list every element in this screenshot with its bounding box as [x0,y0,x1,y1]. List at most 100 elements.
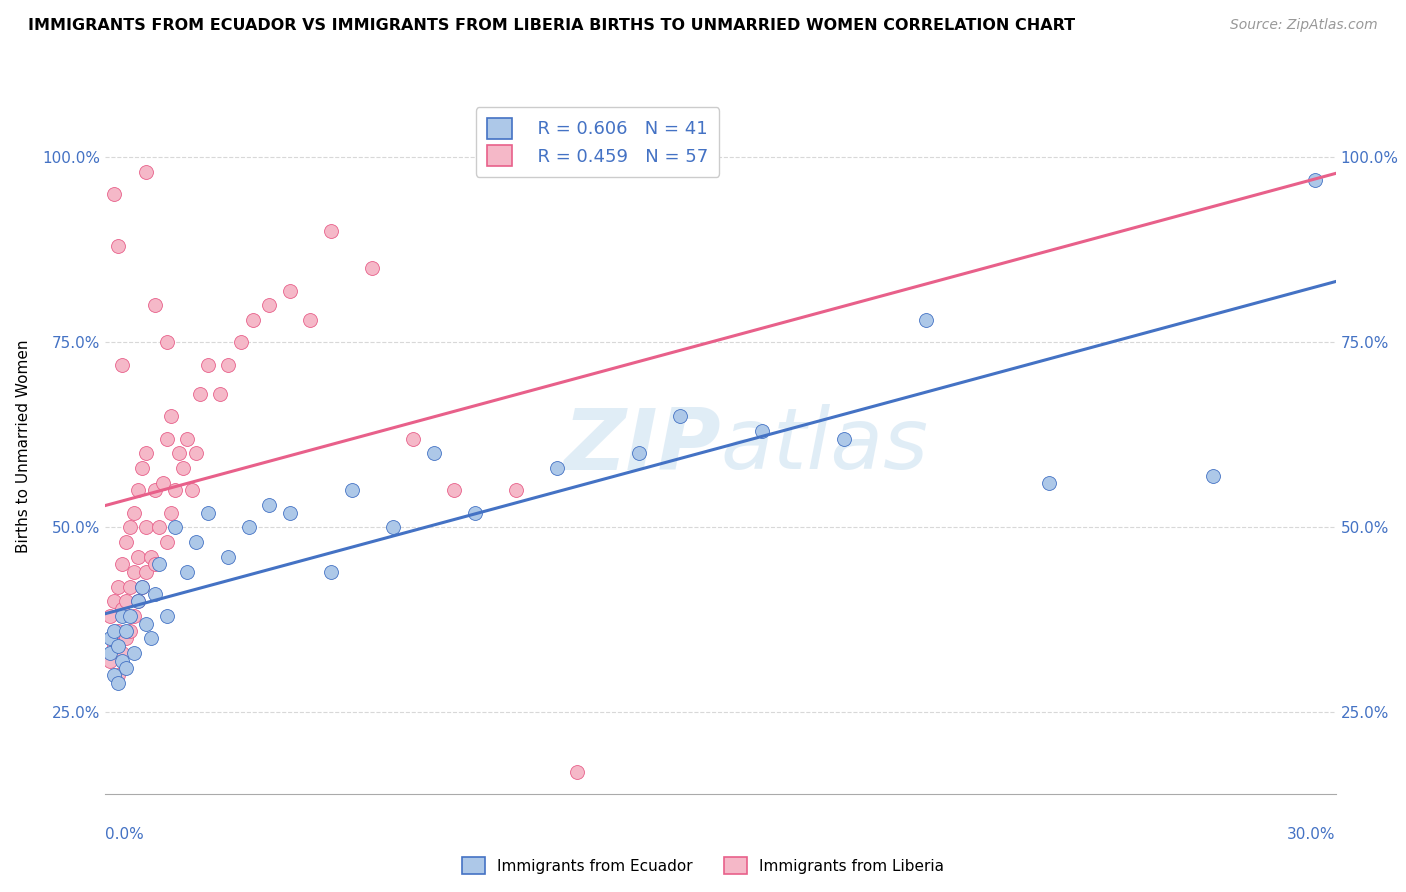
Point [103,639,125,653]
Point [103,594,125,608]
Point [127,549,149,564]
Point [122,646,145,660]
Point [111,654,134,668]
Point [278,506,301,520]
Y-axis label: Births to Unmarried Women: Births to Unmarried Women [17,339,31,553]
Point [565,764,588,779]
Point [319,565,342,579]
Point [131,580,153,594]
Point [160,506,183,520]
Point [115,661,138,675]
Point [319,224,342,238]
Point [169,446,191,460]
Point [98,654,121,668]
Point [135,520,157,534]
Point [209,387,232,401]
Point [165,520,187,534]
Text: 0.0%: 0.0% [105,827,145,841]
Point [259,298,281,312]
Point [505,483,527,498]
Point [184,535,207,549]
Point [143,298,166,312]
Point [122,609,145,624]
Point [111,602,134,616]
Point [259,498,281,512]
Legend: Immigrants from Ecuador, Immigrants from Liberia: Immigrants from Ecuador, Immigrants from… [456,851,950,880]
Point [111,646,134,660]
Point [115,594,138,608]
Point [1038,475,1060,490]
Point [107,639,129,653]
Point [120,520,141,534]
Point [143,558,166,572]
Point [832,432,855,446]
Point [103,187,125,202]
Point [172,461,194,475]
Point [148,558,170,572]
Point [381,520,404,534]
Point [115,624,138,638]
Point [131,461,153,475]
Point [148,520,170,534]
Point [299,313,322,327]
Point [156,335,179,350]
Point [127,594,149,608]
Point [111,609,134,624]
Legend:   R = 0.606   N = 41,   R = 0.459   N = 57: R = 0.606 N = 41, R = 0.459 N = 57 [475,107,720,177]
Point [143,587,166,601]
Point [176,432,198,446]
Text: 30.0%: 30.0% [1288,827,1336,841]
Point [218,358,240,372]
Point [122,565,145,579]
Point [98,646,121,660]
Point [98,632,121,646]
Point [197,506,219,520]
Point [361,261,384,276]
Point [751,424,773,438]
Point [242,313,264,327]
Text: atlas: atlas [721,404,928,488]
Text: IMMIGRANTS FROM ECUADOR VS IMMIGRANTS FROM LIBERIA BIRTHS TO UNMARRIED WOMEN COR: IMMIGRANTS FROM ECUADOR VS IMMIGRANTS FR… [28,18,1076,33]
Point [135,616,157,631]
Point [156,432,179,446]
Point [546,461,568,475]
Point [98,609,121,624]
Point [115,632,138,646]
Point [111,558,134,572]
Point [120,609,141,624]
Point [914,313,936,327]
Point [165,483,187,498]
Point [120,580,141,594]
Point [143,483,166,498]
Point [135,446,157,460]
Point [115,535,138,549]
Point [131,580,153,594]
Point [443,483,465,498]
Point [340,483,363,498]
Point [107,668,129,682]
Point [188,387,211,401]
Point [107,624,129,638]
Point [127,594,149,608]
Point [1303,172,1326,186]
Text: ZIP: ZIP [562,404,721,488]
Point [139,549,162,564]
Point [197,358,219,372]
Point [135,165,157,179]
Point [156,609,179,624]
Point [122,506,145,520]
Point [103,668,125,682]
Point [127,483,149,498]
Point [184,446,207,460]
Point [402,432,425,446]
Point [103,624,125,638]
Point [120,624,141,638]
Point [111,358,134,372]
Point [218,549,240,564]
Text: Source: ZipAtlas.com: Source: ZipAtlas.com [1230,18,1378,32]
Point [464,506,486,520]
Point [180,483,202,498]
Point [278,284,301,298]
Point [107,580,129,594]
Point [1202,468,1225,483]
